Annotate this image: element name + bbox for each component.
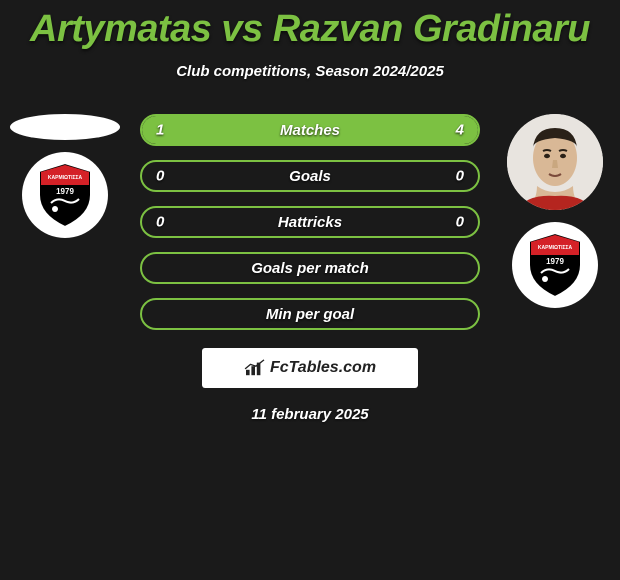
date-label: 11 february 2025 <box>0 406 620 423</box>
svg-text:1979: 1979 <box>56 187 74 196</box>
svg-text:ΚΑΡΜΙΩΤΙΣΣΑ: ΚΑΡΜΙΩΤΙΣΣΑ <box>538 245 573 251</box>
stat-bar: 0 0 Hattricks <box>140 206 480 238</box>
stat-bar: 1 4 Matches <box>140 114 480 146</box>
subtitle: Club competitions, Season 2024/2025 <box>0 63 620 80</box>
stat-bar: Goals per match <box>140 252 480 284</box>
brand-label: FcTables.com <box>270 359 376 377</box>
stat-label: Hattricks <box>278 214 342 231</box>
stat-value-left: 1 <box>156 122 164 139</box>
page-title: Artymatas vs Razvan Gradinaru <box>0 0 620 51</box>
stat-value-left: 0 <box>156 214 164 231</box>
shield-icon: ΚΑΡΜΙΩΤΙΣΣΑ 1979 <box>35 161 95 229</box>
chart-icon <box>244 359 266 377</box>
bar-fill-left <box>142 116 209 144</box>
team-badge-right: ΚΑΡΜΙΩΤΙΣΣΑ 1979 <box>512 222 598 308</box>
bar-fill-right <box>209 116 478 144</box>
stat-label: Matches <box>280 122 340 139</box>
right-player-column: ΚΑΡΜΙΩΤΙΣΣΑ 1979 <box>490 114 620 308</box>
stat-bar: Min per goal <box>140 298 480 330</box>
comparison-content: ΚΑΡΜΙΩΤΙΣΣΑ 1979 <box>0 114 620 330</box>
stat-bar: 0 0 Goals <box>140 160 480 192</box>
stat-value-right: 4 <box>456 122 464 139</box>
svg-text:ΚΑΡΜΙΩΤΙΣΣΑ: ΚΑΡΜΙΩΤΙΣΣΑ <box>48 175 83 181</box>
left-player-column: ΚΑΡΜΙΩΤΙΣΣΑ 1979 <box>0 114 130 238</box>
brand-box[interactable]: FcTables.com <box>202 348 418 388</box>
stat-value-right: 0 <box>456 214 464 231</box>
stat-label: Goals <box>289 168 331 185</box>
svg-text:1979: 1979 <box>546 257 564 266</box>
stat-value-left: 0 <box>156 168 164 185</box>
stat-bars: 1 4 Matches 0 0 Goals 0 0 Hattricks Goals per mat… <box>140 114 480 330</box>
stat-value-right: 0 <box>456 168 464 185</box>
stat-label: Min per goal <box>266 306 354 323</box>
team-badge-left: ΚΑΡΜΙΩΤΙΣΣΑ 1979 <box>22 152 108 238</box>
player-left-photo <box>10 114 120 140</box>
stat-label: Goals per match <box>251 260 369 277</box>
shield-icon: ΚΑΡΜΙΩΤΙΣΣΑ 1979 <box>525 231 585 299</box>
player-right-photo <box>507 114 603 210</box>
